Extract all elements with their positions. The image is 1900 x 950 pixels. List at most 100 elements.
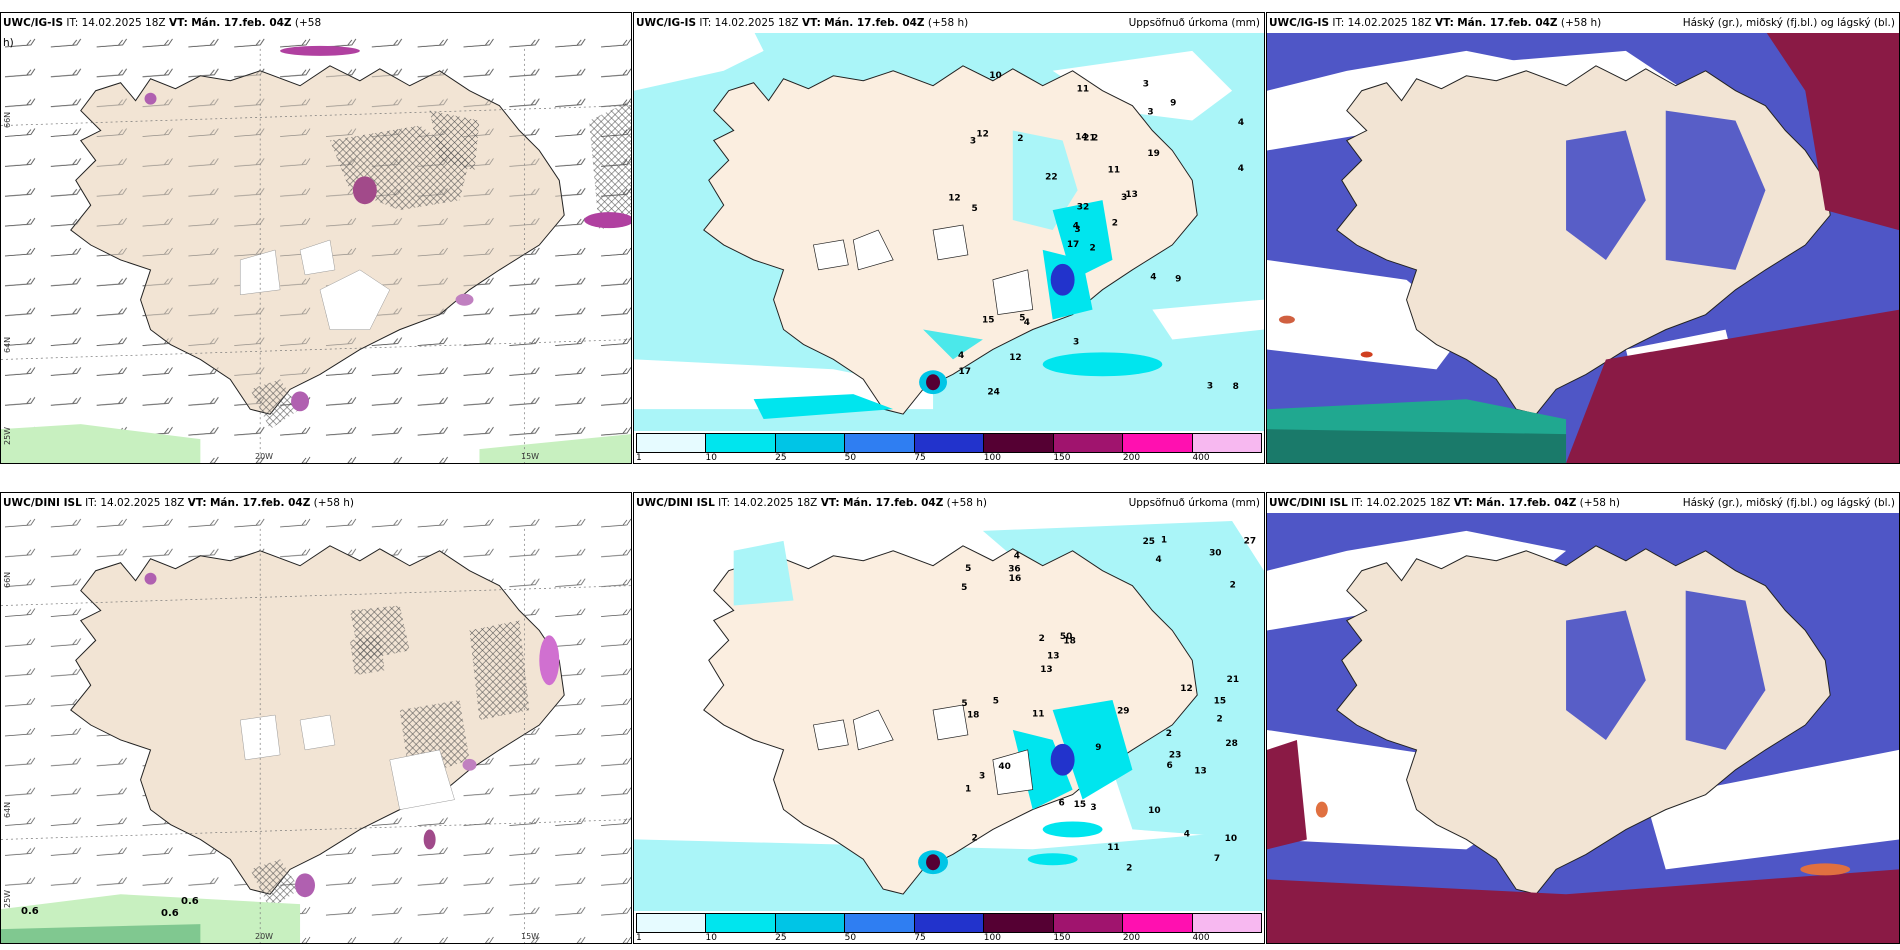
panel-header: UWC/IG-IS IT: 14.02.2025 18Z VT: Mán. 17…	[1267, 13, 1899, 33]
legend-swatch	[637, 434, 707, 452]
lon-label-20w: 20W	[255, 932, 274, 941]
map-title: Háský (gr.), miðský (fj.bl.) og lágský (…	[1682, 17, 1895, 29]
precip-value-label: 23	[1169, 751, 1181, 761]
precip-value-label: 17	[958, 367, 970, 377]
precip-value-label: 11	[1032, 710, 1044, 720]
precip-value-label: 8	[1233, 382, 1239, 392]
panel-header: UWC/DINI ISL IT: 14.02.2025 18Z VT: Mán.…	[1267, 493, 1899, 513]
precip-value-label: 9	[1095, 743, 1101, 753]
legend-tick-label: 50	[844, 933, 857, 943]
precip-value-label: 11	[1077, 84, 1089, 94]
precip-value-label: 6	[1167, 761, 1173, 771]
precip-map[interactable]: 2 2 2 4 18 4 1 4 2 2 5 5 5 10 6 21 9 29 50 40 27 30 13 28 25 36 23…	[634, 511, 1264, 911]
precip-value-label: 21	[1227, 675, 1239, 685]
legend-tick-label: 10	[705, 933, 717, 943]
legend-tick-label: 400	[1192, 933, 1210, 943]
precip-value-label: 5	[1019, 313, 1025, 323]
precip-value-label: 10	[1225, 834, 1237, 844]
lon-label-25w: 25W	[3, 889, 12, 908]
legend-swatch	[845, 914, 915, 932]
wind-value-label: 0.6	[21, 906, 39, 917]
legend-swatch	[1192, 914, 1261, 932]
precip-value-label: 4	[1014, 551, 1020, 561]
legend-swatch	[637, 914, 707, 932]
legend-swatch	[984, 914, 1054, 932]
precip-value-label: 27	[1244, 536, 1256, 546]
precip-value-label: 3	[1147, 107, 1153, 117]
precip-value-label: 11	[1107, 843, 1119, 853]
precip-value-label: 1	[965, 784, 971, 794]
legend-tick-label: 75	[914, 933, 926, 943]
precip-map[interactable]: 2 3 3 4 3 4 3 2 3 2 10 8 5 4 17 19 24 14 11 15 22 17 12 21 13 9 12…	[634, 31, 1264, 431]
panel-wind-bottom: UWC/DINI ISL IT: 14.02.2025 18Z VT: Mán.…	[0, 492, 632, 944]
precip-value-label: 50	[1060, 632, 1072, 642]
precip-value-label: 22	[1045, 172, 1057, 182]
precip-value-label: 3	[970, 136, 976, 146]
legend-tick-label: 200	[1122, 933, 1141, 943]
legend-swatch	[706, 434, 776, 452]
precip-value-label: 2	[1217, 715, 1223, 725]
panel-cloud-top: UWC/IG-IS IT: 14.02.2025 18Z VT: Mán. 17…	[1266, 12, 1900, 464]
map-title: Uppsöfnuð úrkoma (mm)	[1128, 17, 1260, 29]
precip-value-label: 10	[1148, 806, 1160, 816]
lat-label-64n: 64N	[3, 801, 12, 818]
precip-legend: 1 10 25 50 75 100 150 200 400	[634, 431, 1264, 463]
precip-value-label: 15	[982, 315, 994, 325]
precip-value-label: 9	[1175, 275, 1181, 285]
legend-swatch	[706, 914, 776, 932]
legend-tick-label: 400	[1192, 453, 1210, 463]
precip-value-label: 3	[1121, 193, 1127, 203]
precip-value-label: 13	[1125, 190, 1137, 200]
wind-map[interactable]	[1, 31, 631, 463]
panel-cloud-bottom: UWC/DINI ISL IT: 14.02.2025 18Z VT: Mán.…	[1266, 492, 1900, 944]
cloud-map[interactable]	[1267, 511, 1899, 943]
precip-value-label: 18	[967, 711, 979, 721]
legend-tick-label: 75	[914, 453, 926, 463]
legend-tick-label: 1	[636, 453, 642, 463]
precip-value-label: 3	[979, 771, 985, 781]
precip-value-label: 4	[1156, 555, 1162, 565]
precip-value-label: 2	[1112, 219, 1118, 229]
panel-header: UWC/IG-IS IT: 14.02.2025 18Z VT: Mán. 17…	[634, 13, 1264, 33]
lon-label-25w: 25W	[3, 426, 12, 445]
legend-tick-label: 25	[775, 933, 787, 943]
lat-label-64n: 64N	[3, 336, 12, 353]
precip-value-label: 4	[1150, 273, 1156, 283]
precip-value-label: 2	[1089, 244, 1095, 254]
precip-value-label: 5	[993, 696, 999, 706]
legend-tick-label: 100	[983, 933, 1001, 943]
panel-wind-top: UWC/IG-IS IT: 14.02.2025 18Z VT: Mán. 17…	[0, 12, 632, 464]
legend-tick-label: 150	[1053, 933, 1071, 943]
precip-value-label: 11	[1108, 166, 1120, 176]
precip-value-label: 12	[976, 130, 988, 140]
legend-tick-label: 200	[1122, 453, 1141, 463]
panel-header: UWC/IG-IS IT: 14.02.2025 18Z VT: Mán. 17…	[1, 13, 631, 49]
legend-tick-label: 50	[844, 453, 857, 463]
precip-value-label: 13	[1194, 766, 1206, 776]
cloud-map[interactable]	[1267, 31, 1899, 463]
lon-label-20w: 20W	[255, 452, 274, 461]
precip-value-label: 7	[1214, 854, 1220, 864]
lat-label-66n: 66N	[3, 111, 12, 128]
precip-value-label: 13	[1047, 651, 1059, 661]
precip-value-label: 9	[1170, 98, 1176, 108]
legend-swatch	[1192, 434, 1261, 452]
precip-value-label: 3	[1073, 338, 1079, 348]
precip-value-label: 4	[1238, 118, 1244, 128]
precip-value-label: 15	[1074, 800, 1086, 810]
panel-header: UWC/DINI ISL IT: 14.02.2025 18Z VT: Mán.…	[634, 493, 1264, 513]
precip-value-label: 5	[972, 204, 978, 214]
precip-value-label: 18	[1063, 636, 1075, 646]
legend-swatch	[1053, 914, 1124, 932]
precip-value-label: 3	[1207, 381, 1213, 391]
precip-value-label: 6	[1058, 798, 1064, 808]
legend-swatch	[845, 434, 915, 452]
legend-tick-label: 25	[775, 453, 787, 463]
precip-value-label: 3	[1090, 803, 1096, 813]
wind-map[interactable]	[1, 511, 631, 943]
precip-value-label: 3	[1143, 80, 1149, 90]
lon-label-15w: 15W	[521, 452, 540, 461]
legend-tick-label: 10	[705, 453, 717, 463]
legend-tick-label: 100	[983, 453, 1001, 463]
precip-value-label: 12	[1180, 684, 1192, 694]
